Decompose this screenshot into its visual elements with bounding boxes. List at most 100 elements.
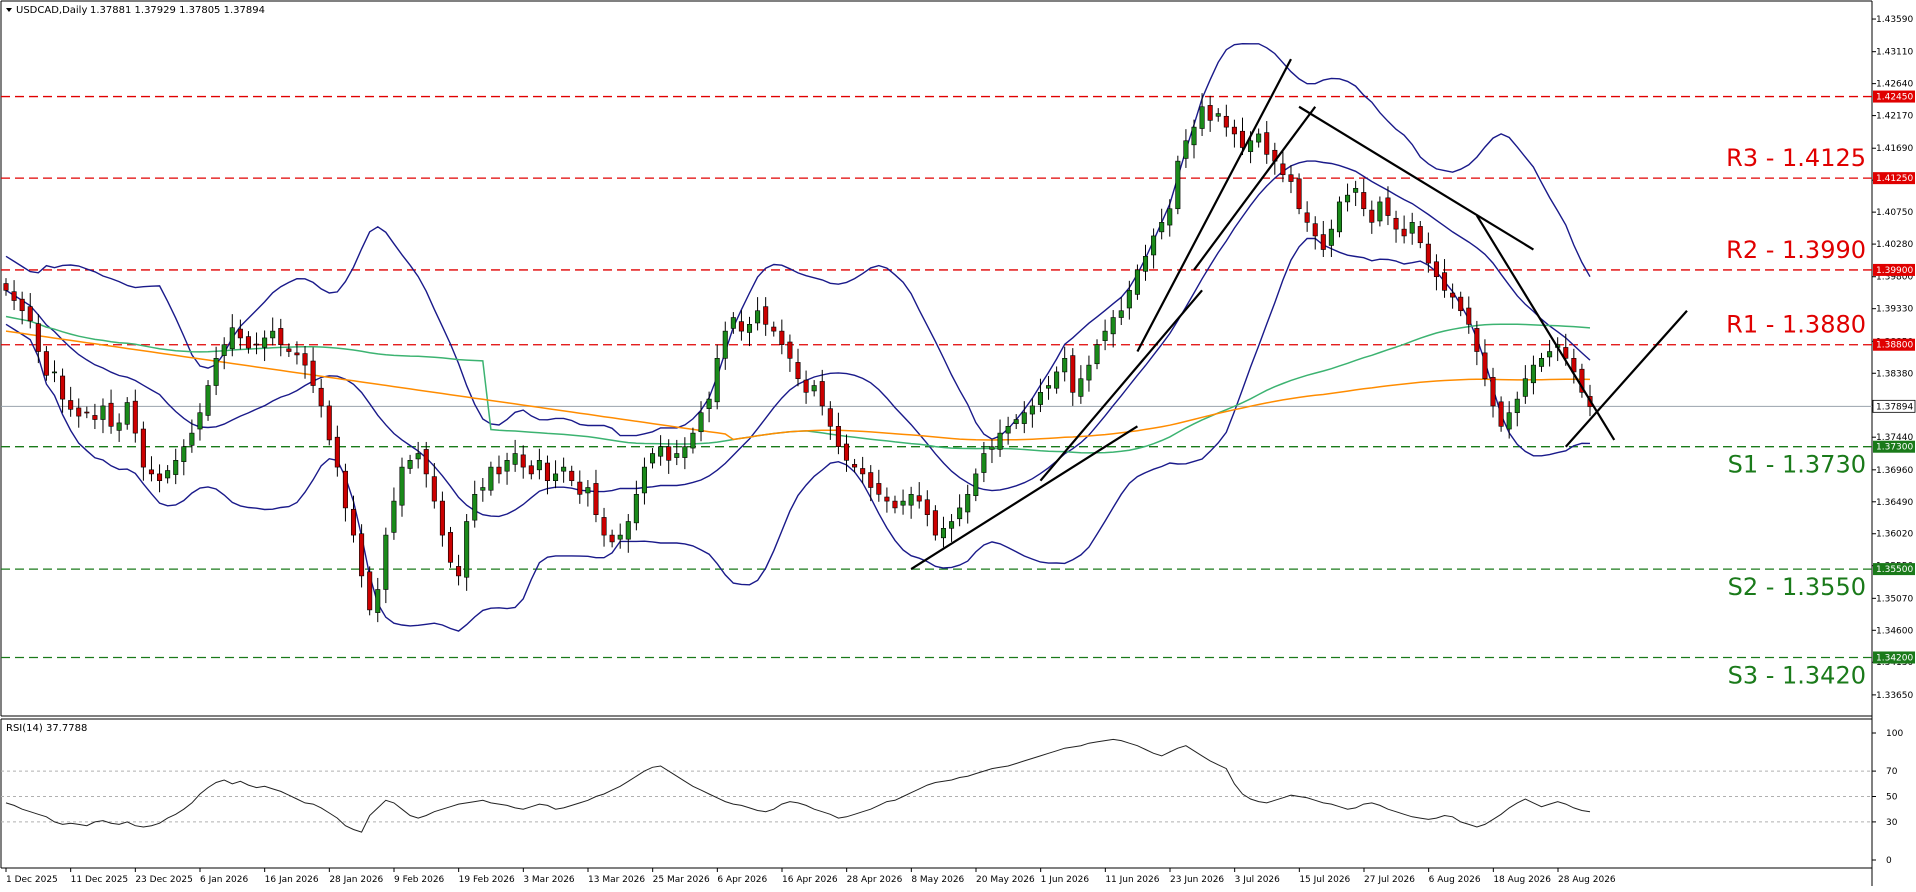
- candle-body: [43, 351, 49, 376]
- time-tick-label: 3 Jul 2026: [1235, 875, 1280, 885]
- price-tick-label: 1.33650: [1876, 691, 1913, 701]
- candle-body: [229, 327, 235, 350]
- candle-body: [278, 328, 284, 346]
- time-tick-label: 28 Aug 2026: [1558, 875, 1616, 885]
- candle-body: [916, 495, 922, 502]
- candle-body: [924, 499, 930, 516]
- candle-body: [561, 466, 567, 472]
- time-tick-label: 1 Dec 2025: [6, 875, 58, 885]
- candle-body: [997, 432, 1003, 450]
- level-axis-tag: [1873, 338, 1915, 351]
- candle-body: [949, 521, 955, 529]
- rsi-pane: 100 70 50 30 0: [1, 729, 1903, 866]
- candlesticks: [3, 93, 1593, 623]
- candle-body: [1288, 174, 1294, 182]
- candle-body: [755, 310, 761, 324]
- rsi-line: [5, 738, 1591, 833]
- level-axis-tag-label: 1.34200: [1876, 653, 1913, 663]
- candle-body: [11, 291, 17, 301]
- candle-body: [641, 466, 647, 494]
- level-axis-tag-label: 1.37300: [1876, 443, 1913, 453]
- trendline-june-uptrend-a: [1136, 58, 1292, 353]
- candle-body: [1005, 426, 1011, 434]
- candle-body: [811, 385, 817, 392]
- level-axis-tag-label: 1.42450: [1876, 93, 1913, 103]
- price-tick-label: 1.43590: [1876, 15, 1913, 25]
- candle-body: [488, 466, 494, 491]
- candle-body: [189, 432, 195, 446]
- candle-body: [843, 443, 850, 461]
- candle-body: [1377, 201, 1383, 222]
- level-annotation-s1: S1 - 1.3730: [1728, 451, 1866, 479]
- candle-body: [528, 465, 534, 475]
- candle-body: [68, 400, 74, 410]
- level-axis-tag: [1873, 263, 1915, 276]
- candle-body: [1070, 355, 1076, 393]
- candle-body: [213, 358, 219, 386]
- time-tick-label: 15 Jul 2026: [1299, 875, 1350, 885]
- level-annotation-s2: S2 - 1.3550: [1728, 573, 1866, 601]
- candle-body: [1522, 378, 1528, 397]
- candle-body: [350, 508, 357, 536]
- candle-body: [1175, 160, 1181, 210]
- candle-body: [1183, 140, 1189, 159]
- candle-body: [415, 453, 421, 460]
- candle-body: [173, 460, 179, 475]
- candle-body: [1054, 371, 1060, 389]
- collapse-triangle-icon[interactable]: [6, 8, 12, 12]
- candle-body: [1385, 197, 1391, 216]
- candle-body: [342, 470, 348, 509]
- trendline-aug-uptrend: [1564, 309, 1688, 448]
- trendline-june-uptrend-b: [1193, 106, 1317, 271]
- candle-body: [658, 446, 664, 457]
- price-tick-label: 1.42170: [1876, 112, 1913, 122]
- candle-body: [205, 385, 211, 416]
- candle-body: [512, 453, 518, 465]
- candle-body: [35, 323, 41, 352]
- time-tick-label: 28 Apr 2026: [847, 875, 903, 885]
- candle-body: [1482, 352, 1488, 380]
- current-price-tag-label: 1.37894: [1876, 402, 1913, 412]
- candle-body: [1336, 201, 1342, 233]
- candle-body: [1361, 192, 1367, 210]
- candle-body: [1506, 412, 1512, 430]
- candle-body: [245, 336, 251, 349]
- candle-body: [650, 453, 656, 464]
- candle-body: [795, 362, 801, 380]
- price-tick-label: 1.40280: [1876, 240, 1913, 250]
- candle-body: [1425, 243, 1431, 264]
- candle-body: [940, 528, 946, 539]
- time-tick-label: 20 May 2026: [976, 875, 1035, 885]
- price-tick-label: 1.41690: [1876, 144, 1913, 154]
- trendline-may-uptrend-a: [910, 425, 1139, 571]
- candle-body: [989, 446, 995, 450]
- candle-body: [593, 483, 599, 516]
- candle-body: [1215, 113, 1221, 117]
- candle-body: [746, 324, 753, 333]
- candle-body: [1167, 208, 1173, 226]
- candle-body: [738, 321, 744, 332]
- candle-body: [124, 402, 130, 425]
- candle-body: [423, 449, 429, 475]
- candle-body: [601, 517, 607, 536]
- time-tick-label: 8 May 2026: [911, 875, 964, 885]
- rsi-label: RSI(14) 37.7788: [6, 723, 87, 734]
- candle-body: [900, 500, 906, 506]
- price-tick-label: 1.37440: [1876, 433, 1913, 443]
- candle-body: [706, 398, 712, 409]
- candle-body: [1256, 133, 1262, 143]
- candle-body: [197, 412, 203, 430]
- candle-body: [1328, 228, 1334, 246]
- price-tick-label: 1.40750: [1876, 208, 1913, 218]
- candle-body: [1021, 412, 1027, 424]
- candle-body: [84, 411, 90, 414]
- candle-body: [318, 387, 324, 407]
- candle-body: [1191, 126, 1197, 146]
- candle-body: [1498, 401, 1504, 427]
- candle-body: [1353, 188, 1359, 193]
- level-annotations: R3 - 1.4125 R2 - 1.3990 R1 - 1.3880 S1 - 1.…: [1726, 144, 1866, 689]
- candle-body: [108, 402, 114, 427]
- candle-body: [520, 454, 526, 468]
